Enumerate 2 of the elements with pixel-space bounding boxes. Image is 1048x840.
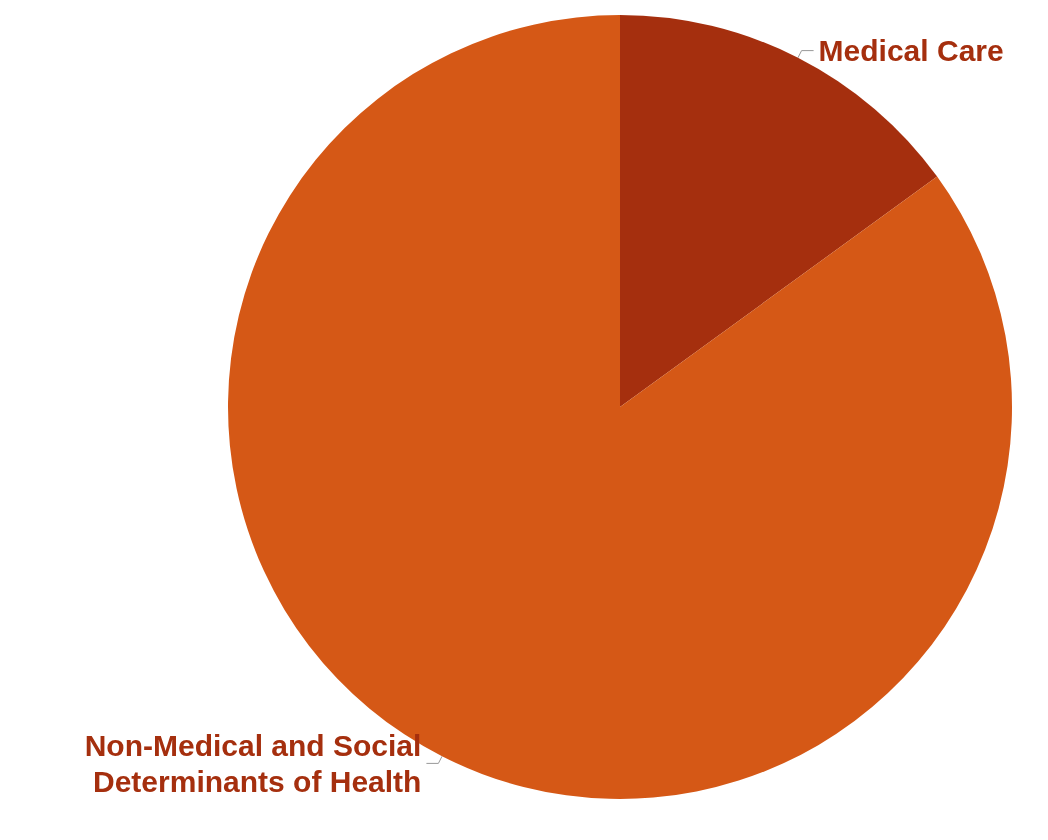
slice-label: Non-Medical and Social Determinants of Health [84,728,422,798]
slice-label: Medical Care [818,34,1004,68]
